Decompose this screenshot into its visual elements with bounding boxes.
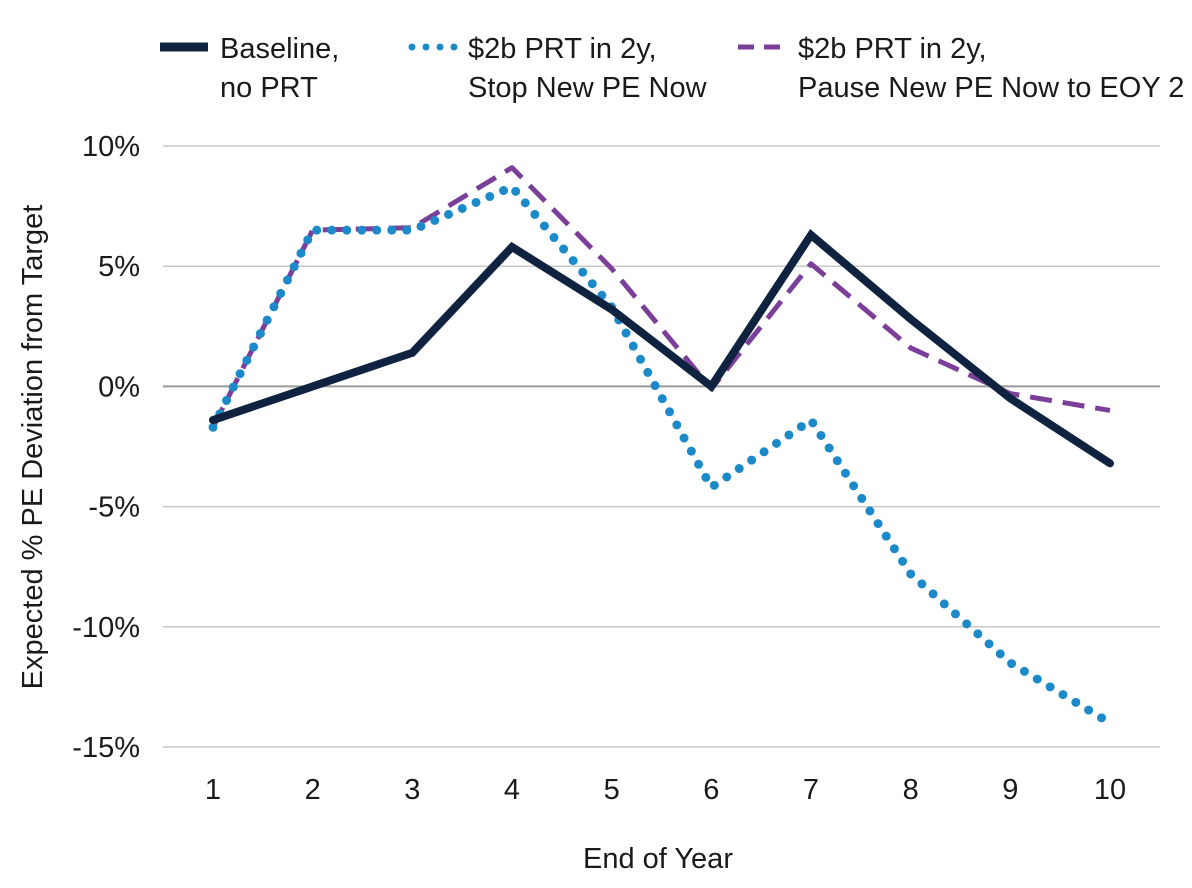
x-tick-label: 6 (703, 774, 719, 806)
x-tick-label: 8 (903, 774, 919, 806)
legend-item-3: $2b PRT in 2y, Pause New PE Now to EOY 2 (738, 33, 1184, 104)
legend-label: $2b PRT in 2y, (468, 33, 657, 65)
legend-label: Stop New PE Now (468, 72, 708, 104)
x-tick-label: 7 (803, 774, 819, 806)
legend-label: $2b PRT in 2y, (798, 33, 987, 65)
series-line-1 (209, 228, 1114, 468)
y-tick-label: 0% (98, 371, 140, 403)
x-tick-label: 3 (404, 774, 420, 806)
series-line-3 (210, 165, 1111, 429)
y-tick-label: -5% (88, 492, 140, 524)
x-tick-label: 1 (205, 774, 221, 806)
x-tick-label: 2 (305, 774, 321, 806)
x-axis-ticks: 1 2 3 4 5 6 7 8 9 10 (205, 774, 1126, 806)
legend-label: no PRT (220, 72, 318, 104)
y-tick-label: 5% (98, 251, 140, 283)
legend-item-1: Baseline, no PRT (160, 33, 339, 104)
legend-label: Pause New PE Now to EOY 2 (798, 72, 1184, 104)
chart-legend: Baseline, no PRT $2b PRT in 2y, Stop New PE… (160, 33, 1184, 104)
y-axis-title: Expected % PE Deviation from Target (17, 205, 49, 690)
series-line-2 (208, 182, 1115, 728)
x-tick-label: 4 (504, 774, 520, 806)
plot-area (208, 165, 1115, 728)
x-axis-title: End of Year (583, 843, 733, 875)
y-tick-label: -10% (72, 612, 140, 644)
x-tick-label: 9 (1002, 774, 1018, 806)
legend-label: Baseline, (220, 33, 339, 65)
x-tick-label: 10 (1094, 774, 1126, 806)
legend-item-2: $2b PRT in 2y, Stop New PE Now (408, 33, 708, 104)
gridlines (163, 145, 1160, 748)
y-tick-label: 10% (82, 131, 140, 163)
y-tick-label: -15% (72, 732, 140, 764)
y-axis-ticks: 10% 5% 0% -5% -10% -15% (72, 131, 140, 764)
x-tick-label: 5 (604, 774, 620, 806)
